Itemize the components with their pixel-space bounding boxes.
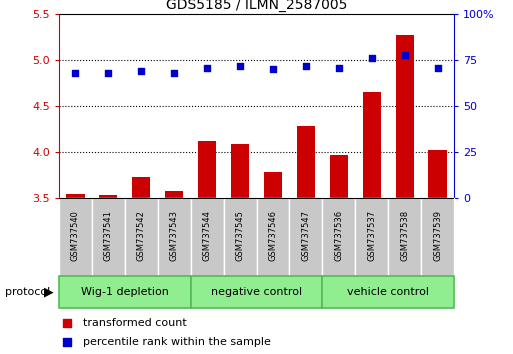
Text: negative control: negative control: [211, 287, 302, 297]
Point: [170, 70, 179, 76]
Point: [368, 56, 376, 61]
Text: ▶: ▶: [44, 286, 54, 298]
Point: [63, 320, 71, 326]
Text: GSM737542: GSM737542: [137, 210, 146, 261]
Bar: [100, 195, 117, 198]
Text: percentile rank within the sample: percentile rank within the sample: [83, 337, 270, 348]
Text: transformed count: transformed count: [83, 318, 186, 328]
Bar: [132, 177, 150, 198]
Point: [203, 65, 211, 70]
Text: protocol: protocol: [5, 287, 50, 297]
Bar: [363, 92, 381, 198]
Bar: [191, 198, 224, 276]
Text: Wig-1 depletion: Wig-1 depletion: [81, 287, 169, 297]
Bar: [256, 198, 289, 276]
Bar: [59, 198, 92, 276]
Point: [63, 340, 71, 346]
Bar: [355, 198, 388, 276]
Text: GSM737541: GSM737541: [104, 210, 113, 261]
Text: GSM737543: GSM737543: [170, 210, 179, 261]
Bar: [330, 155, 348, 198]
Bar: [421, 198, 454, 276]
Bar: [322, 198, 355, 276]
Bar: [396, 35, 413, 198]
Bar: [92, 198, 125, 276]
Bar: [191, 276, 322, 308]
Point: [302, 63, 310, 69]
Point: [137, 68, 145, 74]
Bar: [198, 141, 216, 198]
Text: GSM737547: GSM737547: [301, 210, 310, 261]
Bar: [125, 198, 158, 276]
Bar: [158, 198, 191, 276]
Bar: [388, 198, 421, 276]
Point: [236, 63, 244, 69]
Point: [71, 70, 80, 76]
Title: GDS5185 / ILMN_2587005: GDS5185 / ILMN_2587005: [166, 0, 347, 12]
Text: GSM737540: GSM737540: [71, 210, 80, 261]
Bar: [264, 172, 282, 198]
Bar: [231, 144, 249, 198]
Text: vehicle control: vehicle control: [347, 287, 429, 297]
Text: GSM737539: GSM737539: [433, 210, 442, 261]
Bar: [322, 276, 454, 308]
Bar: [165, 191, 183, 198]
Bar: [66, 194, 85, 198]
Text: GSM737537: GSM737537: [367, 210, 376, 261]
Text: GSM737545: GSM737545: [235, 210, 245, 261]
Bar: [428, 150, 447, 198]
Bar: [224, 198, 256, 276]
Text: GSM737544: GSM737544: [203, 210, 212, 261]
Point: [104, 70, 112, 76]
Bar: [59, 276, 191, 308]
Point: [269, 67, 277, 72]
Text: GSM737538: GSM737538: [400, 210, 409, 261]
Point: [433, 65, 442, 70]
Point: [401, 52, 409, 57]
Text: GSM737546: GSM737546: [268, 210, 278, 261]
Text: GSM737536: GSM737536: [334, 210, 343, 261]
Bar: [297, 126, 315, 198]
Bar: [289, 198, 322, 276]
Point: [334, 65, 343, 70]
